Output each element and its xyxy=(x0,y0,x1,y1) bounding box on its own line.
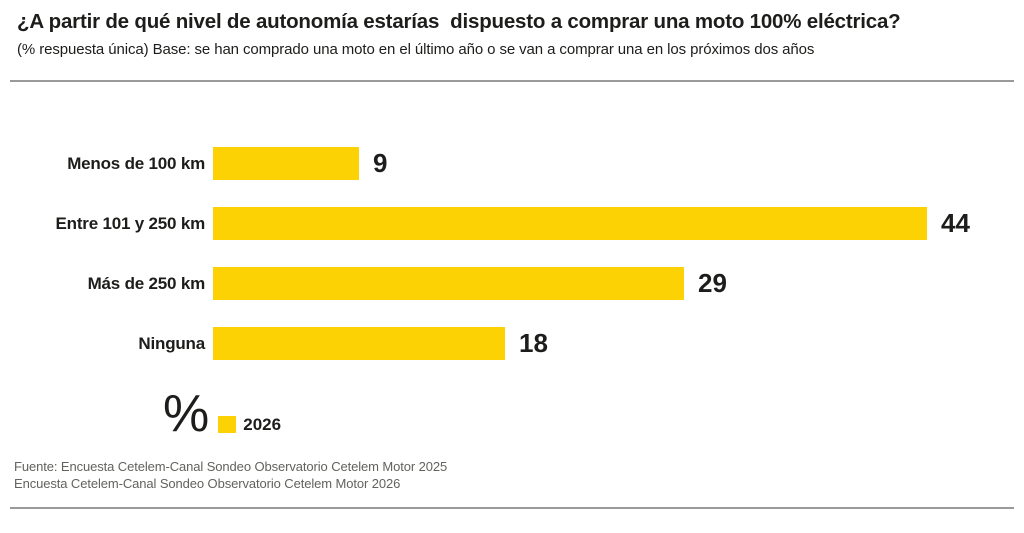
bar-2026 xyxy=(213,327,505,360)
bar-2026 xyxy=(213,147,359,180)
source-line-2: Encuesta Cetelem-Canal Sondeo Observator… xyxy=(14,476,401,491)
value-label: 18 xyxy=(519,328,548,358)
value-label: 9 xyxy=(373,148,388,178)
bar-row: Más de 250 km 29 xyxy=(0,267,727,300)
legend: % 2026 xyxy=(163,388,281,440)
bar-row: Menos de 100 km 9 xyxy=(0,147,387,180)
bar-2026 xyxy=(213,267,684,300)
category-label: Más de 250 km xyxy=(87,273,206,293)
legend-label-2026: 2026 xyxy=(243,415,282,434)
legend-swatch-2026 xyxy=(218,416,237,433)
value-label: 44 xyxy=(941,208,970,238)
category-label: Menos de 100 km xyxy=(67,153,205,173)
page-title: ¿A partir de qué nivel de autonomía esta… xyxy=(17,10,901,33)
top-divider xyxy=(10,80,1014,82)
percent-symbol: % xyxy=(163,385,210,443)
category-label: Ninguna xyxy=(138,333,205,353)
bar-2026 xyxy=(213,207,927,240)
page-subtitle: (% respuesta única) Base: se han comprad… xyxy=(17,41,815,58)
bar-row: Entre 101 y 250 km 44 xyxy=(0,207,970,240)
bottom-divider xyxy=(10,507,1014,509)
bar-row: Ninguna 18 xyxy=(0,327,548,360)
category-label: Entre 101 y 250 km xyxy=(55,213,206,233)
source-note: Fuente: Encuesta Cetelem-Canal Sondeo Ob… xyxy=(14,458,447,492)
source-line-1: Fuente: Encuesta Cetelem-Canal Sondeo Ob… xyxy=(14,459,448,474)
value-label: 29 xyxy=(698,268,727,298)
